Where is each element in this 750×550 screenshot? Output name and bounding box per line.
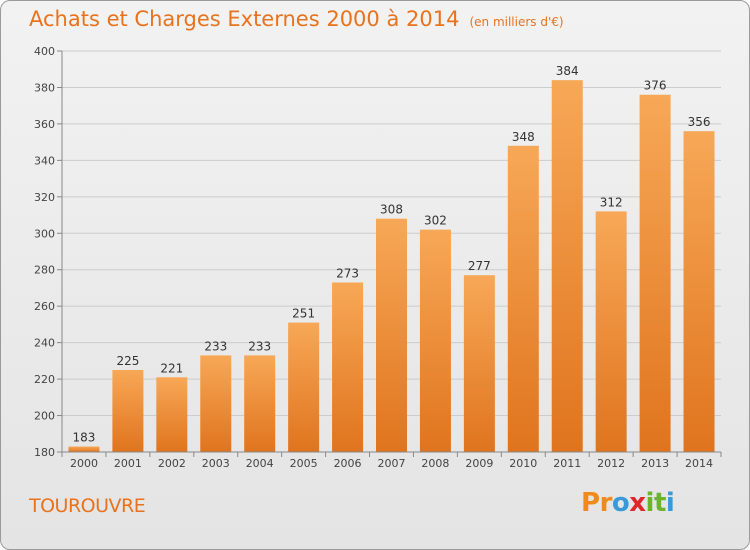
data-label: 384 xyxy=(556,64,579,78)
logo-letter: r xyxy=(599,488,613,518)
x-tick-label: 2006 xyxy=(334,457,362,470)
x-tick-label: 2000 xyxy=(70,457,98,470)
data-label: 348 xyxy=(512,130,535,144)
x-tick-label: 2010 xyxy=(509,457,537,470)
bar xyxy=(112,369,144,452)
data-label: 376 xyxy=(644,79,667,93)
bar xyxy=(419,229,451,452)
x-tick-label: 2011 xyxy=(553,457,581,470)
bar xyxy=(68,446,100,452)
y-tick-label: 360 xyxy=(34,118,55,131)
y-tick-label: 260 xyxy=(34,300,55,313)
bars xyxy=(68,80,715,453)
x-tick-label: 2003 xyxy=(202,457,230,470)
y-tick-label: 400 xyxy=(34,45,55,58)
data-label: 225 xyxy=(116,354,139,368)
logo-letter: o xyxy=(611,488,630,518)
bar xyxy=(463,275,495,452)
proxiti-logo[interactable]: Proxiti xyxy=(581,488,675,518)
data-label: 233 xyxy=(248,339,271,353)
data-label: 302 xyxy=(424,214,447,228)
x-tick-label: 2005 xyxy=(290,457,318,470)
y-tick-label: 300 xyxy=(34,227,55,240)
logo-letter: P xyxy=(581,488,600,518)
data-labels: 183 225 221 233 233 251 273 308 302 277 348 384 312 3… xyxy=(73,64,711,444)
data-label: 277 xyxy=(468,259,491,273)
bar xyxy=(156,377,188,452)
bar xyxy=(639,94,671,452)
x-tick-label: 2013 xyxy=(641,457,669,470)
bar xyxy=(376,218,407,452)
data-label: 308 xyxy=(380,203,403,217)
x-tick-label: 2012 xyxy=(597,457,625,470)
bar xyxy=(551,80,583,452)
x-tick-label: 2014 xyxy=(685,457,713,470)
title-text: Achats et Charges Externes 2000 à 2014 xyxy=(29,7,460,31)
bar xyxy=(200,355,232,452)
y-tick-label: 180 xyxy=(34,446,55,459)
logo-letter: t xyxy=(653,488,666,518)
x-tick-label: 2008 xyxy=(421,457,449,470)
x-tick-label: 2009 xyxy=(465,457,493,470)
data-label: 356 xyxy=(688,115,711,129)
data-label: 221 xyxy=(160,361,183,375)
y-tick-label: 340 xyxy=(34,154,55,167)
data-label: 312 xyxy=(600,195,623,209)
chart-title: Achats et Charges Externes 2000 à 2014 (e… xyxy=(29,7,564,31)
x-tick-label: 2002 xyxy=(158,457,186,470)
y-tick-label: 240 xyxy=(34,337,55,350)
x-tick-label: 2004 xyxy=(246,457,274,470)
x-tick-label: 2007 xyxy=(378,457,406,470)
y-tick-label: 280 xyxy=(34,264,55,277)
y-tick-label: 380 xyxy=(34,81,55,94)
data-label: 251 xyxy=(292,307,315,321)
bar xyxy=(507,145,539,453)
chart-subtitle: (en milliers d'€) xyxy=(469,15,564,29)
bar xyxy=(332,282,364,452)
y-tick-label: 200 xyxy=(34,410,55,423)
data-label: 233 xyxy=(204,339,227,353)
x-tick-label: 2001 xyxy=(114,457,142,470)
y-tick-label: 320 xyxy=(34,191,55,204)
bar xyxy=(595,211,627,452)
data-label: 273 xyxy=(336,266,359,280)
axes: 180 200 220 240 260 280 300 320 340 360 380 400 2000… xyxy=(34,45,722,470)
bar xyxy=(244,355,276,452)
city-name: TOUROUVRE xyxy=(29,495,146,517)
logo-letter: i xyxy=(665,488,675,518)
bar xyxy=(288,322,320,452)
bar xyxy=(683,131,715,452)
logo-letter: x xyxy=(629,488,646,518)
data-label: 183 xyxy=(73,431,96,445)
logo-letter: i xyxy=(645,488,655,518)
y-tick-label: 220 xyxy=(34,373,55,386)
